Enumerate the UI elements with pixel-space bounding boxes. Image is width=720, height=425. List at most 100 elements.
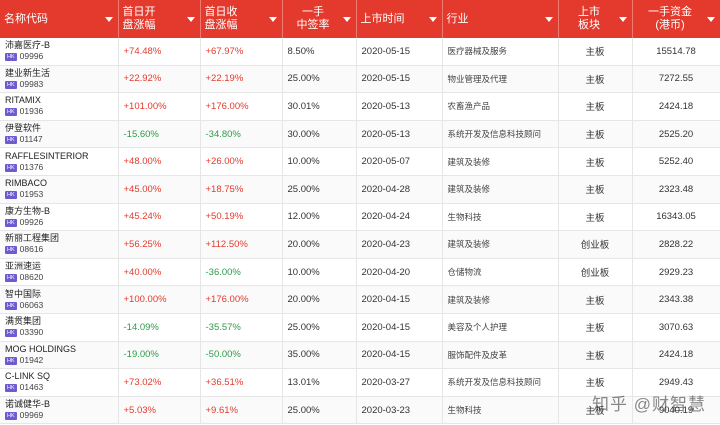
sort-arrow-icon[interactable]: [544, 17, 553, 22]
lot-funds: 2828.22: [632, 230, 720, 259]
sort-arrow-icon[interactable]: [706, 17, 715, 22]
stock-name[interactable]: 新丽工程集团: [5, 233, 60, 244]
lot-allotment-rate: 10.00%: [282, 147, 357, 176]
header-col-industry[interactable]: 行业: [442, 0, 559, 38]
sort-arrow-icon[interactable]: [268, 17, 277, 22]
first-day-close-change: -50.00%: [200, 341, 283, 370]
listing-board: 主板: [558, 285, 633, 314]
stock-code-line: HK 03390: [5, 327, 113, 338]
stock-cell[interactable]: MOG HOLDINGS HK 01942: [0, 341, 119, 370]
listing-date: 2020-04-15: [356, 341, 443, 370]
sort-arrow-icon[interactable]: [186, 17, 195, 22]
header-col-open-change[interactable]: 首日开 盘涨幅: [118, 0, 201, 38]
stock-name[interactable]: 沛嘉医疗-B: [5, 40, 51, 51]
sort-arrow-icon[interactable]: [428, 17, 437, 22]
header-col-board[interactable]: 上市 板块: [558, 0, 633, 38]
lot-allotment-rate: 25.00%: [282, 175, 357, 204]
hk-market-badge: HK: [5, 163, 17, 172]
listing-board: 主板: [558, 203, 633, 232]
stock-code-line: HK 01463: [5, 382, 113, 393]
stock-cell[interactable]: 智中国际 HK 06063: [0, 285, 119, 314]
stock-cell[interactable]: 满贯集团 HK 03390: [0, 313, 119, 342]
table-row[interactable]: 亚洲速运 HK 08620 +40.00% -36.00% 10.00% 2020-04-2…: [0, 258, 720, 287]
stock-name[interactable]: RITAMIX: [5, 95, 41, 106]
table-row[interactable]: 新丽工程集团 HK 08616 +56.25% +112.50% 20.00% 2020-0…: [0, 230, 720, 259]
lot-funds: 2323.48: [632, 175, 720, 204]
stock-code-line: HK 09969: [5, 410, 113, 421]
stock-cell[interactable]: C-LINK SQ HK 01463: [0, 368, 119, 397]
stock-name[interactable]: MOG HOLDINGS: [5, 343, 77, 354]
stock-cell[interactable]: 康方生物-B HK 09926: [0, 203, 119, 232]
sort-arrow-icon[interactable]: [618, 17, 627, 22]
stock-name[interactable]: RAFFLESINTERIOR: [5, 150, 89, 161]
lot-allotment-rate: 25.00%: [282, 313, 357, 342]
table-row[interactable]: C-LINK SQ HK 01463 +73.02% +36.51% 13.01% 2020…: [0, 368, 720, 397]
stock-name[interactable]: 建业新生活: [5, 67, 51, 78]
stock-cell[interactable]: RIMBACO HK 01953: [0, 175, 119, 204]
listing-date: 2020-04-15: [356, 313, 443, 342]
stock-cell[interactable]: RITAMIX HK 01936: [0, 92, 119, 121]
stock-cell[interactable]: 建业新生活 HK 09983: [0, 65, 119, 94]
table-row[interactable]: 沛嘉医疗-B HK 09996 +74.48% +67.97% 8.50% 2020-05-…: [0, 38, 720, 66]
hk-market-badge: HK: [5, 356, 17, 365]
lot-allotment-rate: 35.00%: [282, 341, 357, 370]
table-row[interactable]: 建业新生活 HK 09983 +22.92% +22.19% 25.00% 2020-05-…: [0, 65, 720, 94]
first-day-open-change: -15.60%: [118, 120, 201, 149]
stock-code: 06063: [19, 299, 44, 310]
stock-name[interactable]: 亚洲速运: [5, 261, 42, 272]
header-col-name-code[interactable]: 名称代码: [0, 0, 119, 38]
first-day-open-change: +22.92%: [118, 65, 201, 94]
header-sublabel: (港币): [655, 19, 685, 31]
industry: 系统开发及信息科技顾问: [442, 120, 559, 149]
sort-arrow-icon[interactable]: [342, 17, 351, 22]
stock-code: 03390: [19, 327, 44, 338]
header-label: 上市: [578, 6, 600, 18]
stock-name[interactable]: 满贯集团: [5, 316, 42, 327]
lot-funds: 9040.19: [632, 396, 720, 425]
header-col-lot-funds[interactable]: 一手资金 (港币): [632, 0, 720, 38]
sort-arrow-icon[interactable]: [104, 17, 113, 22]
stock-code-line: HK 09983: [5, 79, 113, 90]
header-col-close-change[interactable]: 首日收 盘涨幅: [200, 0, 283, 38]
stock-name[interactable]: C-LINK SQ: [5, 371, 51, 382]
table-row[interactable]: RIMBACO HK 01953 +45.00% +18.75% 25.00% 2020-0…: [0, 175, 720, 204]
stock-cell[interactable]: 伊登软件 HK 01147: [0, 120, 119, 149]
listing-date: 2020-04-24: [356, 203, 443, 232]
first-day-close-change: +9.61%: [200, 396, 283, 425]
table-row[interactable]: 智中国际 HK 06063 +100.00% +176.00% 20.00% 2020-04…: [0, 285, 720, 314]
lot-funds: 2343.38: [632, 285, 720, 314]
table-row[interactable]: MOG HOLDINGS HK 01942 -19.00% -50.00% 35.00% 2…: [0, 341, 720, 370]
stock-name[interactable]: 伊登软件: [5, 123, 42, 134]
header-col-list-date[interactable]: 上市时间: [356, 0, 443, 38]
stock-cell[interactable]: 新丽工程集团 HK 08616: [0, 230, 119, 259]
table-row[interactable]: RITAMIX HK 01936 +101.00% +176.00% 30.01% 2020…: [0, 92, 720, 121]
hk-market-badge: HK: [5, 191, 17, 200]
listing-date: 2020-04-28: [356, 175, 443, 204]
table-row[interactable]: RAFFLESINTERIOR HK 01376 +48.00% +26.00% 10.0…: [0, 147, 720, 176]
listing-board: 主板: [558, 65, 633, 94]
stock-name[interactable]: RIMBACO: [5, 178, 48, 189]
header-col-lot-rate[interactable]: 一手 中签率: [282, 0, 357, 38]
table-row[interactable]: 伊登软件 HK 01147 -15.60% -34.80% 30.00% 2020-05-1…: [0, 120, 720, 149]
table-body: 沛嘉医疗-B HK 09996 +74.48% +67.97% 8.50% 2020-05-…: [0, 38, 720, 425]
stock-cell[interactable]: 亚洲速运 HK 08620: [0, 258, 119, 287]
industry: 建筑及装修: [442, 230, 559, 259]
table-row[interactable]: 康方生物-B HK 09926 +45.24% +50.19% 12.00% 2020-04…: [0, 203, 720, 232]
table-row[interactable]: 满贯集团 HK 03390 -14.09% -35.57% 25.00% 2020-04-1…: [0, 313, 720, 342]
stock-cell[interactable]: RAFFLESINTERIOR HK 01376: [0, 147, 119, 176]
stock-name[interactable]: 智中国际: [5, 288, 42, 299]
stock-name[interactable]: 康方生物-B: [5, 205, 51, 216]
lot-funds: 5252.40: [632, 147, 720, 176]
listing-date: 2020-05-15: [356, 38, 443, 66]
listing-board: 主板: [558, 92, 633, 121]
stock-name[interactable]: 诺诚健华-B: [5, 399, 51, 410]
stock-code: 08616: [19, 244, 44, 255]
stock-cell[interactable]: 诺诚健华-B HK 09969: [0, 396, 119, 425]
lot-funds: 2424.18: [632, 92, 720, 121]
lot-allotment-rate: 20.00%: [282, 285, 357, 314]
lot-allotment-rate: 10.00%: [282, 258, 357, 287]
stock-code-line: HK 01936: [5, 106, 113, 117]
table-row[interactable]: 诺诚健华-B HK 09969 +5.03% +9.61% 25.00% 2020-03-2…: [0, 396, 720, 425]
hk-market-badge: HK: [5, 80, 17, 89]
stock-cell[interactable]: 沛嘉医疗-B HK 09996: [0, 38, 119, 66]
